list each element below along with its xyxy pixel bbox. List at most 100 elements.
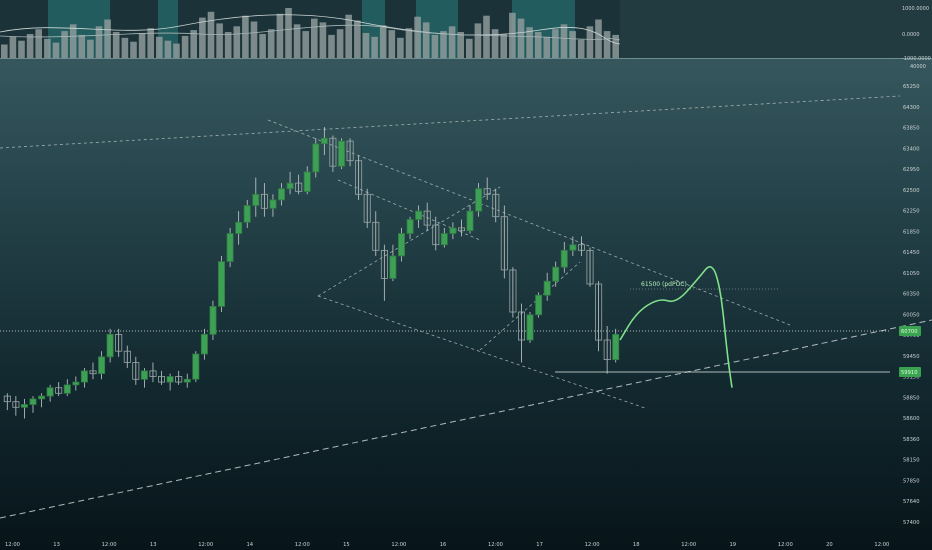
volume-bar — [457, 32, 464, 58]
candle-bullish — [200, 333, 208, 355]
volume-bar — [397, 37, 404, 58]
volume-bar — [104, 19, 111, 58]
volume-bar — [336, 29, 344, 58]
time-axis-label: 12:00 — [295, 542, 310, 548]
volume-bar — [560, 24, 568, 58]
candle-bearish — [115, 333, 123, 352]
price-axis-label: 58850 — [903, 395, 920, 401]
volume-bar — [285, 8, 292, 58]
candle-bearish — [518, 311, 526, 341]
price-axis[interactable]: 65250 64300 63850 63400 62950 62500 62250 61850… — [899, 84, 921, 526]
volume-bar — [69, 24, 77, 58]
candle-bullish — [140, 370, 148, 380]
candle-bearish — [12, 401, 20, 408]
volume-bar — [405, 28, 413, 58]
price-axis-label: 61050 — [903, 271, 920, 277]
candle-bearish — [457, 227, 465, 232]
time-axis-label: 16 — [440, 542, 447, 548]
candle-bullish — [552, 266, 560, 282]
volume-bar — [466, 38, 473, 58]
candle-bullish — [312, 143, 320, 173]
volume-bar — [371, 36, 378, 58]
volume-bar — [328, 34, 335, 58]
candle-bullish — [569, 244, 577, 251]
candle-bearish — [123, 350, 131, 363]
candle-bullish — [192, 353, 200, 380]
candle-bullish — [183, 378, 191, 383]
candle-bearish — [432, 224, 440, 246]
time-axis-label: 12:00 — [681, 542, 696, 548]
volume-bar — [216, 23, 223, 58]
volume-bar — [526, 27, 533, 58]
candle-bearish — [132, 362, 140, 380]
volume-bar — [595, 19, 602, 58]
price-axis-label: 59150 — [903, 375, 920, 381]
indicator-scale-label: 40000 — [910, 64, 926, 70]
candle-bearish — [346, 140, 354, 162]
volume-bar — [534, 32, 542, 58]
price-axis-label: 65250 — [903, 84, 920, 90]
candle-bullish — [166, 376, 174, 383]
volume-bar — [242, 15, 249, 58]
time-axis-label: 12:00 — [198, 542, 213, 548]
candle-bearish — [355, 160, 363, 195]
candle-bullish — [535, 294, 543, 316]
candle-bullish — [320, 137, 328, 145]
oscillator-line — [0, 14, 621, 45]
volume-bar — [199, 17, 206, 59]
volume-bar — [95, 26, 103, 58]
signal-line — [0, 24, 621, 41]
volume-bar — [44, 38, 51, 58]
price-axis-label: 62950 — [903, 167, 920, 173]
candle-bullish — [475, 188, 483, 212]
candle-bullish — [269, 199, 277, 209]
candle-bullish — [98, 356, 106, 374]
long-term-support-line — [0, 319, 932, 519]
volume-bar — [190, 30, 197, 58]
candle-bullish — [415, 210, 423, 220]
price-axis-label: 59750 — [903, 333, 920, 339]
volume-bar — [379, 25, 387, 58]
candle-bullish — [46, 387, 54, 397]
current-price-tag — [899, 326, 921, 336]
volume-bar — [483, 15, 490, 58]
time-axis[interactable]: 12:00 13 12:00 13 12:00 14 12:00 15 12:00 16 12:00… — [5, 542, 889, 548]
time-axis-label: 18 — [633, 542, 640, 548]
price-axis-label: 57400 — [903, 520, 920, 526]
candle-bullish — [106, 333, 114, 358]
candle-bearish — [157, 376, 165, 383]
indicator-scale-label: -1000.0000 — [902, 56, 931, 62]
volume-bar — [448, 26, 456, 58]
candle-bearish — [260, 193, 268, 209]
volume-bar — [569, 31, 576, 58]
price-axis-label: 57640 — [903, 499, 920, 505]
volume-bar — [18, 40, 25, 58]
upper-channel-line — [0, 95, 901, 149]
volume-bar — [147, 28, 154, 58]
candle-bearish — [595, 283, 603, 341]
candle-bearish — [149, 370, 157, 377]
candle-bearish — [372, 221, 380, 251]
candle-bullish — [243, 205, 251, 223]
volume-bar — [112, 32, 120, 58]
candle-bullish — [252, 193, 260, 206]
volume-bar — [345, 14, 352, 58]
time-axis-label: 17 — [536, 542, 543, 548]
candle-bullish — [63, 384, 71, 394]
current-price-tag-label: 60700 — [901, 329, 918, 335]
candle-bullish — [406, 219, 414, 234]
price-axis-label: 61450 — [903, 250, 920, 256]
poc-annotation: 61500 (pdPOC) — [641, 281, 687, 288]
volume-bar — [259, 34, 266, 58]
candle-bearish — [603, 339, 611, 361]
candle-bullish — [543, 280, 551, 296]
volume-bar — [87, 39, 94, 58]
candle-bullish — [440, 233, 448, 246]
candle-bullish — [29, 398, 37, 405]
candle-series — [3, 127, 620, 419]
candle-bullish — [389, 255, 397, 279]
volume-bar — [293, 24, 301, 58]
volume-bar — [500, 34, 507, 58]
